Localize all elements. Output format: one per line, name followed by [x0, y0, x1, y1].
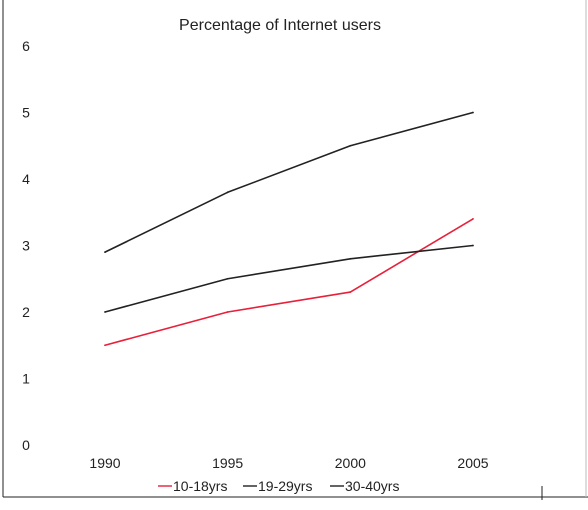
y-tick-label: 6 [22, 38, 30, 54]
data-point [472, 244, 474, 247]
y-tick-label: 2 [22, 304, 30, 320]
legend-label: 19-29yrs [258, 478, 312, 494]
chart-title: Percentage of Internet users [179, 17, 381, 34]
legend-label: 30-40yrs [345, 478, 399, 494]
data-point [349, 144, 352, 147]
series-line-10-18yrs [104, 218, 474, 347]
data-point [104, 311, 106, 313]
data-point [472, 111, 474, 114]
x-tick-label: 2000 [335, 455, 366, 471]
x-tick-label: 1995 [212, 455, 243, 471]
data-point [226, 277, 229, 280]
legend: 10-18yrs 19-29yrs 30-40yrs [158, 478, 399, 494]
x-tick-label: 2005 [457, 455, 488, 471]
y-tick-label: 4 [22, 171, 30, 187]
legend-label: 10-18yrs [173, 478, 227, 494]
x-tick-label: 1990 [89, 455, 120, 471]
x-axis-tick-labels: 1990 1995 2000 2005 [89, 455, 488, 471]
y-tick-label: 5 [22, 105, 30, 121]
series-lines [104, 111, 474, 347]
y-axis-tick-labels: 0 1 2 3 4 5 6 [22, 38, 30, 453]
data-point [104, 344, 106, 347]
data-point [226, 311, 229, 313]
data-point [472, 218, 474, 220]
data-point [226, 191, 229, 194]
data-point [349, 291, 352, 293]
data-point [104, 251, 106, 254]
y-tick-label: 0 [22, 437, 30, 453]
y-tick-label: 3 [22, 238, 30, 254]
series-line-30-40yrs [104, 111, 474, 253]
y-tick-label: 1 [22, 371, 30, 387]
data-point [349, 257, 352, 260]
series-line-19-29yrs [104, 244, 474, 313]
